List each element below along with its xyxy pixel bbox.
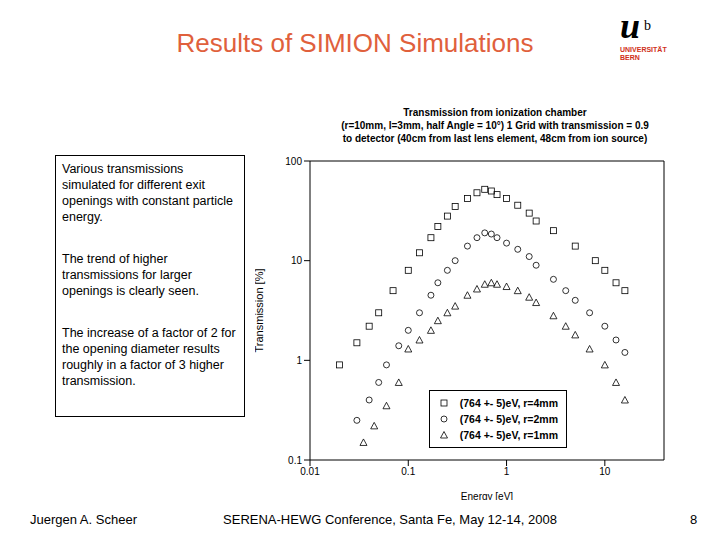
svg-text:Transmission [%]: Transmission [%] (255, 269, 265, 353)
html-text:(764 +- 5)eV, r=1mm: (764 +- 5)eV, r=1mm (459, 429, 558, 441)
svg-text:0.01: 0.01 (300, 466, 320, 477)
html-text:(r=10mm, l=3mm, half Angle = 1: (r=10mm, l=3mm, half Angle = 10°) 1 Grid… (341, 120, 649, 131)
html-text:Transmission from ionization c: Transmission from ionization chamber (403, 107, 587, 118)
html-text:to detector (40cm from last le: to detector (40cm from last lens element… (342, 133, 648, 144)
svg-text:1: 1 (504, 466, 510, 477)
html-text:Juergen A. Scheer: Juergen A. Scheer (30, 512, 137, 527)
html-text:u: u (620, 6, 640, 46)
html-text:(764 +- 5)eV, r=2mm: (764 +- 5)eV, r=2mm (459, 413, 558, 425)
html-text:b: b (644, 18, 651, 33)
html-text:BERN: BERN (620, 54, 640, 61)
html-text:The trend of higher transmissi: The trend of higher transmissions for la… (62, 252, 199, 298)
svg-text:0.1: 0.1 (401, 466, 415, 477)
svg-text:100: 100 (285, 156, 302, 167)
html-text:The increase of a factor of 2: The increase of a factor of 2 for the op… (62, 326, 236, 388)
svg-text:1: 1 (296, 355, 302, 366)
svg-text:Energy [eV]: Energy [eV] (461, 491, 513, 500)
svg-text:10: 10 (291, 255, 303, 266)
html-text:Results of SIMION Simulations: Results of SIMION Simulations (176, 28, 534, 58)
html-text:UNIVERSITÄT: UNIVERSITÄT (620, 46, 667, 53)
svg-text:10: 10 (599, 466, 611, 477)
svg-text:0.1: 0.1 (288, 455, 302, 466)
html-text:SERENA-HEWG Conference, Santa: SERENA-HEWG Conference, Santa Fe, May 12… (223, 512, 557, 527)
html-text:8: 8 (690, 512, 698, 527)
html-text:(764 +- 5)eV, r=4mm: (764 +- 5)eV, r=4mm (459, 397, 558, 409)
html-text:Various transmissions simulate: Various transmissions simulated for diff… (62, 162, 233, 224)
